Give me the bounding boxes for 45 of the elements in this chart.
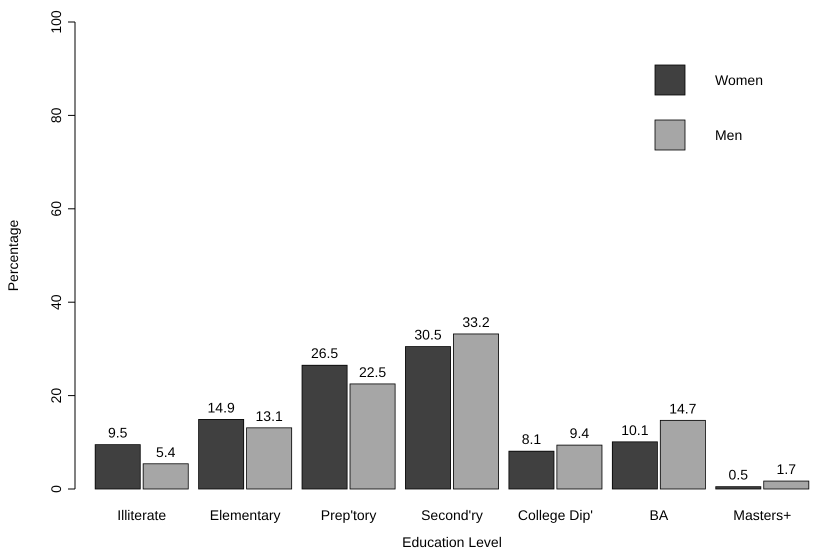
y-tick-label: 60 bbox=[48, 200, 64, 217]
bar bbox=[715, 486, 762, 490]
bar bbox=[556, 444, 602, 490]
data-label: 10.1 bbox=[621, 422, 649, 438]
y-tick-label: 80 bbox=[48, 107, 64, 124]
data-label: 33.2 bbox=[462, 314, 490, 330]
x-tick-label: Illiterate bbox=[117, 507, 166, 523]
data-label: 5.4 bbox=[156, 444, 176, 460]
bar bbox=[94, 444, 141, 490]
bar bbox=[198, 419, 244, 490]
data-label: 8.1 bbox=[522, 431, 542, 448]
data-label: 13.1 bbox=[256, 408, 283, 424]
y-tick-label: 20 bbox=[48, 388, 64, 404]
y-tick-label: 100 bbox=[48, 10, 64, 34]
bar bbox=[612, 441, 658, 490]
bar bbox=[246, 427, 292, 490]
bar bbox=[405, 346, 451, 490]
bar bbox=[763, 480, 810, 490]
x-tick-label: College Dip' bbox=[518, 507, 593, 523]
bar bbox=[142, 463, 189, 490]
data-label: 9.4 bbox=[570, 425, 590, 442]
x-tick-label: Second'ry bbox=[421, 507, 483, 523]
x-tick-label: BA bbox=[650, 507, 669, 523]
x-axis-title: Education Level bbox=[402, 534, 502, 550]
bar bbox=[508, 450, 554, 490]
bar bbox=[453, 334, 499, 490]
data-label: 26.5 bbox=[310, 345, 338, 362]
x-tick-label: Prep'tory bbox=[320, 507, 376, 523]
bar bbox=[350, 384, 396, 490]
x-tick-label: Elementary bbox=[210, 507, 281, 523]
data-label: 0.5 bbox=[728, 466, 748, 483]
data-label: 14.7 bbox=[669, 400, 697, 416]
bar bbox=[302, 364, 348, 490]
legend-label: Women bbox=[715, 72, 763, 88]
data-label: 14.9 bbox=[208, 399, 235, 416]
x-tick-label: Masters+ bbox=[733, 507, 792, 523]
y-axis-title: Percentage bbox=[5, 219, 21, 292]
y-tick-label: 40 bbox=[48, 294, 64, 310]
bar bbox=[660, 420, 706, 490]
y-tick-label: 0 bbox=[48, 484, 64, 493]
data-label: 30.5 bbox=[414, 326, 442, 343]
data-label: 9.5 bbox=[108, 424, 128, 441]
data-label: 22.5 bbox=[358, 364, 386, 380]
data-label: 1.7 bbox=[776, 461, 796, 478]
legend-label: Men bbox=[715, 127, 742, 143]
